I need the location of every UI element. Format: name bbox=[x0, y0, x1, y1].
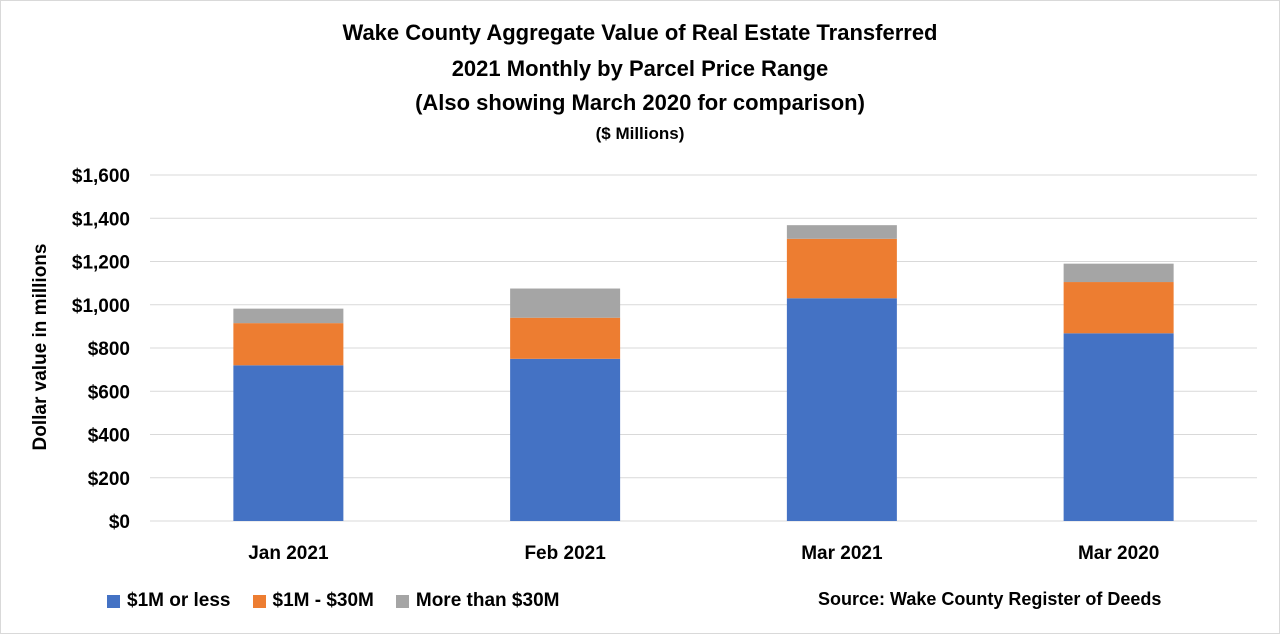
bar-segment bbox=[786, 225, 897, 239]
chart-subtitle-2: (Also showing March 2020 for comparison) bbox=[415, 90, 865, 115]
legend-item-1m-30m: $1M - $30M bbox=[252, 590, 374, 612]
y-tick-label: $1,400 bbox=[72, 209, 130, 230]
bar-segment bbox=[233, 365, 344, 521]
legend-label: More than $30M bbox=[415, 590, 560, 611]
bars bbox=[233, 225, 1174, 521]
chart-title: Wake County Aggregate Value of Real Esta… bbox=[342, 20, 938, 45]
y-tick-label: $0 bbox=[109, 512, 130, 533]
bar-segment bbox=[1063, 263, 1174, 283]
bar-segment bbox=[786, 238, 897, 299]
legend-swatch bbox=[252, 594, 266, 608]
y-tick-label: $1,600 bbox=[72, 166, 130, 187]
y-tick-label: $1,200 bbox=[72, 253, 130, 274]
bar-segment bbox=[786, 298, 897, 521]
bar-segment bbox=[510, 317, 621, 359]
legend-label: $1M - $30M bbox=[272, 590, 374, 611]
x-tick-label: Mar 2021 bbox=[801, 543, 883, 564]
legend-item-1m-or-less: $1M or less bbox=[107, 590, 231, 612]
legend: $1M or less $1M - $30M More than $30M bbox=[107, 589, 581, 613]
y-tick-label: $800 bbox=[88, 339, 130, 360]
y-tick-label: $200 bbox=[88, 469, 130, 490]
legend-label: $1M or less bbox=[127, 590, 231, 611]
bar-segment bbox=[510, 358, 621, 521]
y-axis-title: Dollar value in millions bbox=[30, 244, 51, 451]
legend-swatch bbox=[107, 594, 120, 608]
chart-units: ($ Millions) bbox=[595, 124, 685, 143]
bar-segment bbox=[1063, 282, 1174, 334]
y-tick-label: $600 bbox=[88, 382, 130, 403]
x-axis-ticks: Jan 2021 Feb 2021 Mar 2021 Mar 2020 bbox=[248, 543, 1159, 564]
bar-segment bbox=[233, 323, 344, 366]
source-note: Source: Wake County Register of Deeds bbox=[818, 589, 1162, 609]
x-tick-label: Feb 2021 bbox=[524, 543, 606, 564]
chart-subtitle-1: 2021 Monthly by Parcel Price Range bbox=[451, 56, 829, 81]
x-tick-label: Mar 2020 bbox=[1078, 543, 1159, 564]
y-tick-label: $400 bbox=[88, 426, 130, 447]
bar-segment bbox=[233, 308, 344, 324]
legend-item-more-than-30m: More than $30M bbox=[395, 590, 560, 612]
bar-segment bbox=[1063, 333, 1174, 521]
legend-swatch bbox=[395, 594, 409, 608]
bar-segment bbox=[510, 288, 621, 318]
x-tick-label: Jan 2021 bbox=[248, 543, 329, 564]
y-tick-label: $1,000 bbox=[72, 296, 130, 317]
y-axis-ticks: $0 $200 $400 $600 $800 $1,000 $1,200 $1,400 $1,6… bbox=[72, 166, 130, 533]
